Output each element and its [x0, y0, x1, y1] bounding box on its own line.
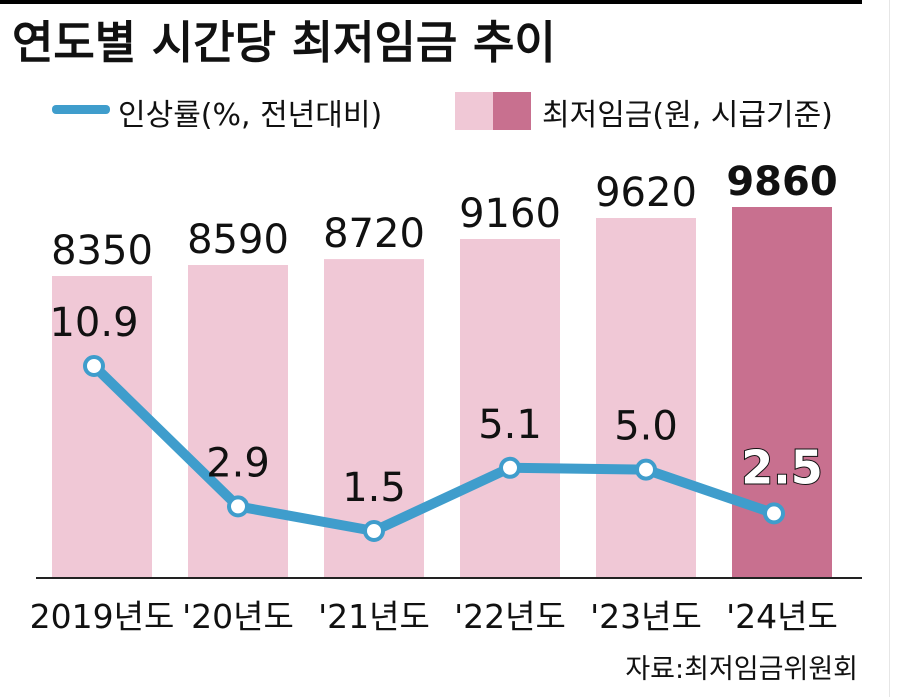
bar-labels-group: 8350 8590 8720 9160 9620 9860 — [51, 159, 838, 274]
source-note: 자료:최저임금위원회 — [625, 654, 858, 685]
right-rule — [889, 0, 890, 697]
bar-5 — [732, 207, 832, 578]
x-tick-label-4: '23년도 — [590, 597, 702, 636]
x-tick-labels-group: 2019년도 '20년도 '21년도 '22년도 '23년도 '24년도 — [30, 597, 838, 636]
legend-bar-swatch-highlight — [493, 92, 531, 130]
bar-4 — [596, 218, 696, 578]
bar-1 — [188, 265, 288, 578]
legend-line-swatch — [52, 105, 110, 114]
x-tick-label-2: '21년도 — [318, 597, 430, 636]
rate-point-4 — [635, 458, 657, 481]
bars-group — [52, 207, 832, 578]
rate-point-2 — [363, 520, 385, 542]
bar-value-label-4: 9620 — [595, 170, 697, 216]
chart-title: 연도별 시간당 최저임금 추이 — [12, 16, 556, 69]
legend-bar-label: 최저임금(원, 시급기준) — [542, 98, 833, 133]
rate-line — [89, 361, 779, 536]
legend: 인상률(%, 전년대비) 최저임금(원, 시급기준) — [52, 92, 833, 133]
x-tick-label-0: 2019년도 — [30, 597, 175, 636]
legend-line-label: 인상률(%, 전년대비) — [118, 98, 382, 133]
bar-value-label-0: 8350 — [51, 228, 153, 274]
rate-value-label-4: 5.0 — [614, 404, 678, 450]
rate-value-label-1: 2.9 — [206, 440, 270, 486]
rate-value-label-2: 1.5 — [342, 465, 406, 511]
bar-value-label-3: 9160 — [459, 191, 561, 237]
x-tick-label-3: '22년도 — [454, 597, 566, 636]
rate-point-3 — [499, 456, 521, 479]
line-series-group — [83, 355, 785, 542]
rate-point-5 — [763, 502, 785, 525]
rate-value-label-0: 10.9 — [49, 300, 138, 346]
rate-value-label-5: 2.5 — [741, 440, 823, 494]
top-rule — [0, 0, 862, 4]
bar-value-label-1: 8590 — [187, 217, 289, 263]
bar-0 — [52, 276, 152, 578]
rate-value-label-3: 5.1 — [478, 402, 542, 448]
legend-bar-swatch-light — [455, 92, 493, 130]
x-tick-label-5: '24년도 — [726, 597, 838, 636]
x-tick-label-1: '20년도 — [182, 597, 294, 636]
rate-point-0 — [83, 355, 105, 377]
rate-labels-group: 10.9 2.9 1.5 5.1 5.0 2.5 — [49, 300, 823, 511]
rate-point-1 — [227, 495, 249, 518]
bar-value-label-5: 9860 — [726, 159, 837, 205]
bar-3 — [460, 239, 560, 578]
bar-value-label-2: 8720 — [323, 211, 425, 257]
